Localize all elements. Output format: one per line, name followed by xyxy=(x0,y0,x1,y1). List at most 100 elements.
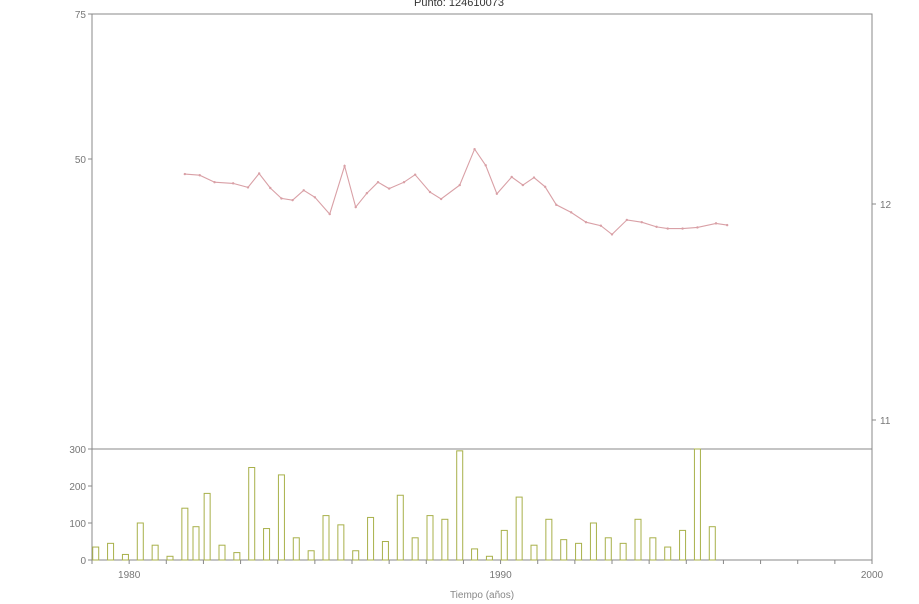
series-point xyxy=(257,172,261,175)
y-tick-label: 50 xyxy=(75,155,87,166)
bar xyxy=(263,528,271,561)
series-point xyxy=(231,182,235,185)
upper-y-ticks: 75 50 xyxy=(75,10,92,166)
series-point xyxy=(413,173,417,176)
bar xyxy=(292,537,300,561)
x-tick-label: 2000 xyxy=(861,570,884,581)
series-point xyxy=(313,196,317,199)
series-point xyxy=(599,224,603,227)
chart-title: Punto: 124610073 xyxy=(414,0,504,9)
series-point xyxy=(428,190,432,194)
series-point xyxy=(376,181,380,184)
series-point xyxy=(714,222,718,225)
bar xyxy=(634,518,642,561)
series-point xyxy=(666,227,669,230)
y-tick-label: 200 xyxy=(69,482,86,493)
series-point xyxy=(269,186,272,190)
bar xyxy=(456,450,464,561)
upper-panel: 75 50 12 11 xyxy=(75,10,892,450)
series-point xyxy=(343,164,346,168)
series-point xyxy=(246,186,250,189)
bar xyxy=(181,507,189,561)
bar xyxy=(218,544,226,561)
bar xyxy=(248,467,256,561)
bar xyxy=(151,544,159,561)
x-axis-ticks: 1980 1990 2000 xyxy=(91,560,884,581)
series-point xyxy=(402,181,406,184)
bar xyxy=(441,518,449,561)
bar xyxy=(107,542,115,561)
bar xyxy=(166,555,174,561)
series-point xyxy=(458,183,461,187)
series-point xyxy=(696,226,699,229)
x-tick-label: 1980 xyxy=(118,570,141,581)
lower-plot-frame xyxy=(91,448,873,561)
bar xyxy=(337,524,345,561)
bar xyxy=(381,541,389,561)
series-point xyxy=(543,185,547,189)
series-point xyxy=(354,205,357,209)
bar xyxy=(352,550,360,561)
bar xyxy=(604,537,612,561)
bar xyxy=(233,552,241,561)
bar xyxy=(485,555,493,561)
y-tick-label: 0 xyxy=(80,556,86,567)
series-point xyxy=(610,233,614,236)
bar xyxy=(545,518,553,561)
x-axis-label: Tiempo (años) xyxy=(450,590,514,601)
bar xyxy=(426,515,434,561)
bar xyxy=(411,537,419,561)
series-point xyxy=(625,218,629,222)
bar xyxy=(277,474,285,561)
series-point xyxy=(291,198,294,202)
bar xyxy=(693,448,701,561)
bar xyxy=(322,515,330,561)
bar xyxy=(679,529,687,561)
series-point xyxy=(569,211,573,214)
series-point xyxy=(532,176,536,179)
bar xyxy=(515,496,523,561)
series-point xyxy=(584,221,588,224)
y2-tick-label: 11 xyxy=(880,416,891,427)
series-point xyxy=(302,189,305,192)
bar xyxy=(530,544,538,561)
series-point xyxy=(510,175,513,179)
upper-right-y-ticks: 12 11 xyxy=(872,200,892,427)
bar xyxy=(92,546,100,561)
bar xyxy=(307,550,315,561)
series-point xyxy=(484,164,487,167)
series-point xyxy=(280,197,283,200)
upper-plot-frame xyxy=(91,13,873,450)
bar xyxy=(500,529,508,561)
series-point xyxy=(213,181,216,184)
bar xyxy=(649,537,657,561)
series-point xyxy=(387,187,391,190)
bar xyxy=(203,492,211,561)
y-tick-label: 300 xyxy=(69,445,86,456)
bar xyxy=(136,522,144,561)
bar xyxy=(589,522,597,561)
series-point xyxy=(473,147,476,151)
bar xyxy=(471,548,479,561)
bar xyxy=(619,542,627,561)
bar xyxy=(192,526,200,561)
series-line xyxy=(184,147,728,236)
series-point xyxy=(681,227,684,230)
series-point xyxy=(655,225,658,229)
bar xyxy=(367,516,375,561)
series-point xyxy=(439,197,443,201)
series-point xyxy=(198,174,201,177)
bar-series xyxy=(92,448,716,561)
bar xyxy=(575,542,583,561)
series-point xyxy=(328,212,331,216)
y-tick-label: 100 xyxy=(69,519,86,530)
series-point xyxy=(725,223,729,227)
series-point xyxy=(555,203,558,207)
y2-tick-label: 12 xyxy=(880,200,892,211)
bar xyxy=(664,546,672,561)
bar xyxy=(708,526,716,561)
y-tick-label: 75 xyxy=(75,10,87,21)
series-points xyxy=(183,147,729,236)
x-tick-label: 1990 xyxy=(489,570,512,581)
